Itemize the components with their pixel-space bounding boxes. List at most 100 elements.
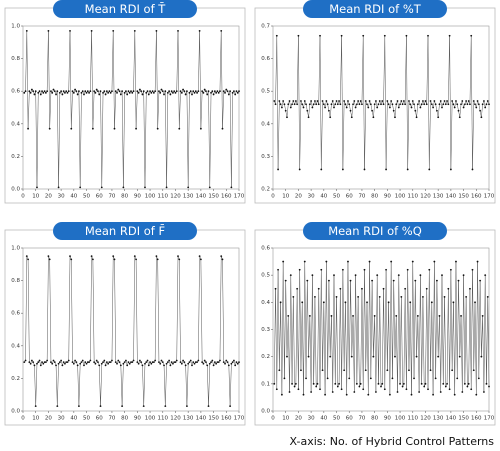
data-point	[93, 361, 96, 363]
y-tick-label: 0.2	[261, 187, 270, 193]
data-point	[424, 382, 427, 385]
data-point	[42, 91, 45, 94]
data-point	[199, 127, 202, 130]
data-point	[451, 369, 454, 372]
data-point	[201, 361, 204, 363]
x-tick-label: 130	[433, 194, 444, 200]
data-point	[345, 393, 348, 396]
data-point	[111, 359, 113, 362]
data-point	[277, 268, 279, 271]
data-point	[414, 279, 417, 282]
data-point	[100, 186, 103, 189]
data-point	[382, 287, 385, 290]
data-point	[301, 103, 304, 106]
data-point	[311, 106, 314, 109]
x-tick-label: 80	[371, 416, 378, 422]
data-point	[433, 100, 436, 102]
data-point	[166, 91, 169, 94]
data-point	[230, 362, 233, 365]
data-point	[126, 93, 129, 96]
y-tick-label: 0.7	[261, 24, 270, 30]
data-point	[91, 258, 94, 261]
data-point	[373, 315, 376, 317]
data-point	[37, 91, 40, 94]
data-point	[485, 382, 488, 385]
data-point	[302, 106, 305, 109]
data-point	[216, 90, 219, 93]
data-point	[483, 391, 485, 393]
data-point	[224, 362, 226, 365]
data-point	[199, 258, 202, 261]
data-point	[226, 361, 229, 363]
data-point	[402, 100, 405, 102]
data-point	[75, 90, 78, 93]
data-point	[149, 90, 151, 93]
data-point	[156, 258, 159, 261]
data-point	[161, 361, 164, 363]
data-point	[439, 391, 442, 393]
data-point	[160, 88, 163, 91]
x-tick-label: 40	[70, 416, 77, 422]
data-point	[23, 91, 26, 94]
data-point	[137, 91, 140, 94]
data-point	[282, 260, 285, 263]
data-point	[396, 100, 399, 102]
data-point	[423, 103, 426, 106]
data-point	[302, 393, 305, 396]
data-point	[113, 127, 116, 130]
data-point	[479, 279, 482, 282]
data-point	[222, 90, 225, 93]
data-point	[225, 359, 228, 362]
data-point	[289, 106, 292, 109]
data-point	[433, 260, 436, 263]
data-point	[58, 361, 61, 363]
data-point	[427, 388, 429, 391]
data-point	[457, 279, 460, 282]
data-point	[132, 359, 135, 362]
data-point	[215, 91, 218, 94]
data-point	[225, 88, 228, 91]
data-point	[65, 361, 68, 363]
x-tick-label: 90	[384, 416, 391, 422]
data-point	[32, 90, 35, 93]
y-tick-label: 0.0	[261, 409, 270, 415]
y-tick-label: 0.4	[261, 121, 270, 127]
data-point	[56, 90, 59, 93]
data-point	[88, 91, 90, 94]
data-point	[234, 364, 237, 367]
data-point	[371, 279, 374, 282]
data-point	[283, 103, 286, 106]
data-point	[133, 29, 136, 32]
x-tick-label: 20	[295, 416, 302, 422]
data-point	[446, 100, 448, 102]
data-point	[419, 106, 422, 109]
data-point	[202, 91, 205, 94]
data-point	[275, 388, 278, 391]
data-point	[119, 93, 122, 96]
title-pill	[53, 0, 197, 18]
data-point	[93, 90, 96, 93]
data-point	[352, 103, 354, 106]
data-point	[150, 362, 153, 365]
data-point	[105, 361, 108, 363]
data-point	[438, 315, 441, 317]
data-point	[146, 90, 149, 93]
data-point	[367, 106, 370, 109]
x-tick-label: 60	[346, 194, 353, 200]
data-point	[155, 255, 158, 258]
data-point	[391, 377, 394, 380]
data-point	[184, 364, 187, 367]
data-point	[298, 168, 301, 171]
data-point	[36, 362, 38, 365]
data-point	[430, 103, 433, 106]
data-point	[331, 100, 334, 102]
data-point	[416, 103, 419, 106]
data-point	[222, 361, 225, 363]
data-point	[60, 359, 63, 362]
data-point	[292, 100, 295, 102]
data-point	[147, 93, 150, 96]
data-point	[347, 260, 349, 263]
data-point	[201, 90, 204, 93]
x-tick-label: 50	[83, 416, 90, 422]
data-point	[460, 315, 462, 317]
